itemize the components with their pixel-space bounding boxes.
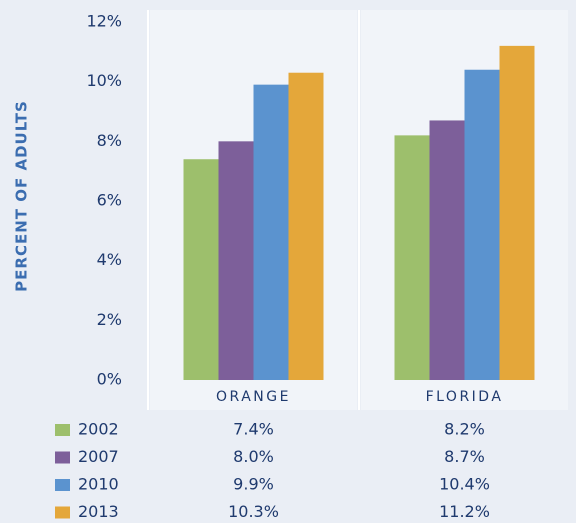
- legend-swatch: [55, 451, 70, 464]
- y-axis-title: PERCENT OF ADULTS: [13, 100, 31, 292]
- bar: [429, 120, 465, 380]
- bar: [288, 72, 324, 380]
- bar: [499, 45, 535, 380]
- legend-swatch: [55, 479, 70, 491]
- table-value: 11.2%: [439, 502, 490, 521]
- table-value: 8.2%: [444, 420, 485, 439]
- table-value: 8.7%: [444, 447, 485, 466]
- y-tick-label: 10%: [86, 71, 122, 90]
- bar: [183, 159, 219, 380]
- table-value: 10.3%: [228, 502, 279, 521]
- table-value: 7.4%: [233, 420, 274, 439]
- legend-swatch: [55, 506, 70, 519]
- table-value: 9.9%: [233, 475, 274, 494]
- legend-label: 2013: [78, 502, 119, 521]
- x-tick-label: FLORIDA: [426, 389, 504, 405]
- legend-label: 2002: [78, 420, 119, 439]
- legend-label: 2010: [78, 475, 119, 494]
- y-tick-label: 6%: [97, 191, 122, 210]
- legend-label: 2007: [78, 447, 119, 466]
- x-tick-label: ORANGE: [216, 389, 291, 405]
- bar: [253, 84, 289, 381]
- bar: [218, 141, 254, 380]
- bar: [394, 135, 430, 380]
- y-tick-label: 4%: [97, 250, 122, 269]
- y-tick-label: 2%: [97, 310, 122, 329]
- y-tick-label: 8%: [97, 131, 122, 150]
- y-tick-label: 12%: [86, 12, 122, 31]
- bar: [464, 69, 500, 380]
- y-tick-label: 0%: [97, 370, 122, 389]
- table-value: 10.4%: [439, 475, 490, 494]
- table-value: 8.0%: [233, 447, 274, 466]
- legend-swatch: [55, 424, 70, 436]
